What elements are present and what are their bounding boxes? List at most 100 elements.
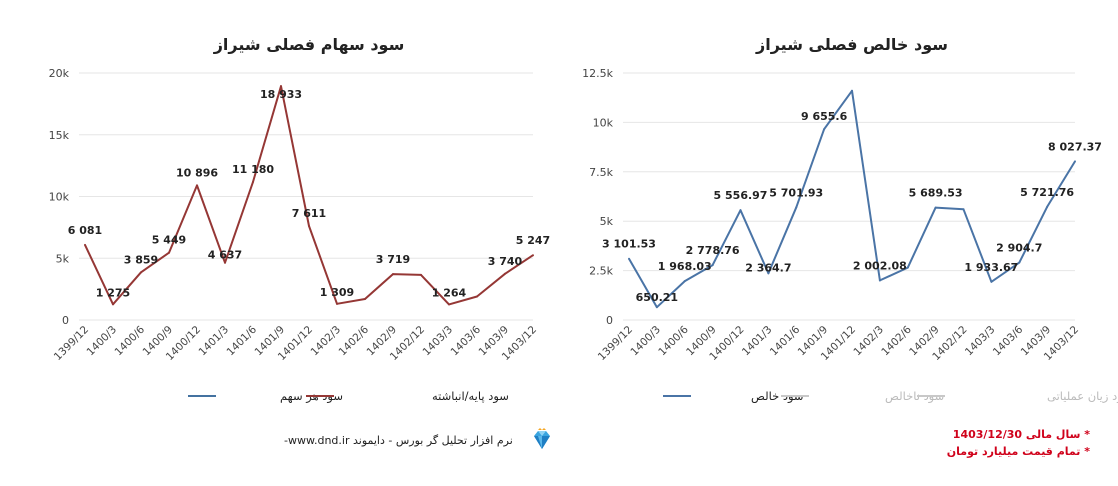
y-tick-label: 10k [49, 191, 70, 204]
brand-text: نرم افزار تحلیل گر بورس - دایموند [352, 434, 513, 447]
left-chart: سود سهام فصلی شیراز05k10k15k20k1399/1214… [49, 35, 551, 404]
x-tick-label: 1403/6 [449, 323, 484, 358]
data-point [532, 254, 534, 257]
data-label: 2 778.76 [686, 244, 740, 257]
data-point [823, 128, 826, 131]
data-point [252, 180, 254, 183]
brand-line: نرم افزار تحلیل گر بورس - دایموند www.dn… [284, 434, 513, 447]
x-tick-label: 1399/12 [596, 324, 635, 363]
data-label: 5 701.93 [769, 186, 823, 199]
data-point [308, 225, 310, 228]
right-chart: سود خالص فصلی شیراز 0 2.5k 5k 7.5k 10k 12.5k 13… [582, 35, 1118, 404]
data-label: 10 896 [176, 166, 218, 179]
footer: نرم افزار تحلیل گر بورس - دایموند www.dn… [0, 426, 1118, 486]
x-tick-label: 1402/6 [337, 323, 372, 358]
x-tick-label: 1401/3 [197, 324, 232, 359]
data-point [851, 89, 853, 92]
data-point [683, 280, 686, 283]
data-point [140, 271, 142, 274]
y-tick-label: 10k [593, 116, 614, 129]
data-label: 6 081 [68, 224, 102, 237]
data-label: 2 002.08 [853, 259, 907, 272]
data-point [655, 306, 658, 309]
notes: * سال مالی 1403/12/30 * تمام قیمت میلیار… [947, 426, 1090, 460]
y-tick-label: 15k [49, 129, 70, 142]
data-label: 4 637 [208, 249, 242, 262]
data-label: 5 247 [516, 234, 550, 247]
legend-label: سود زیان عملیاتی [1047, 389, 1118, 404]
x-tick-label: 1403/3 [963, 324, 998, 359]
data-point [224, 261, 226, 264]
note-unit: * تمام قیمت میلیارد تومان [946, 445, 1090, 458]
data-point [990, 280, 993, 283]
data-point [392, 273, 394, 276]
x-tick-label: 1400/3 [628, 324, 663, 359]
data-point [448, 303, 450, 306]
data-label: 5 449 [152, 234, 186, 247]
y-tick-label: 0 [606, 314, 613, 327]
data-point [739, 209, 742, 212]
data-label: 2 904.7 [996, 242, 1042, 255]
legend-label: سود ناخالص [885, 389, 944, 404]
data-label: 3 101.53 [602, 238, 656, 251]
data-label: 18 933 [260, 88, 302, 101]
data-point [934, 206, 937, 209]
series-line [628, 89, 1076, 309]
data-point [1018, 261, 1021, 264]
x-tick-label: 1403/3 [421, 324, 456, 359]
data-point [878, 279, 881, 282]
data-point [767, 272, 770, 275]
data-point [336, 302, 338, 305]
data-point [1074, 160, 1076, 163]
diamond-icon [534, 428, 550, 449]
data-point [196, 184, 198, 187]
data-point [711, 264, 714, 267]
data-label: 3 740 [488, 255, 523, 268]
x-tick-label: 1402/3 [309, 324, 344, 359]
data-label: 11 180 [232, 163, 274, 176]
brand-url[interactable]: www.dnd.ir- [284, 434, 350, 447]
data-label: 3 719 [376, 253, 410, 266]
data-point [84, 243, 86, 246]
series-line [84, 85, 534, 306]
data-label: 650.21 [636, 291, 678, 304]
data-label: 1 933.67 [964, 261, 1018, 274]
x-tick-label: 1400/6 [113, 323, 148, 358]
data-point [168, 251, 170, 254]
data-point [364, 298, 366, 301]
data-label: 5 689.53 [909, 187, 963, 200]
x-tick-label: 1400/3 [85, 324, 120, 359]
data-point [280, 85, 282, 88]
note-fiscal-year: * سال مالی 1403/12/30 [952, 428, 1090, 441]
data-point [795, 206, 798, 209]
x-tick-label: 1401/6 [768, 323, 803, 358]
data-label: 9 655.6 [801, 110, 848, 123]
x-tick-label: 1403/6 [991, 323, 1026, 358]
x-tick-label: 1402/6 [879, 323, 914, 358]
data-point [504, 272, 506, 275]
data-label: 1 968.03 [658, 260, 712, 273]
chart-title: سود خالص فصلی شیراز [755, 35, 948, 54]
x-tick-label: 1399/12 [52, 324, 91, 363]
data-point [112, 303, 114, 306]
data-point [420, 273, 422, 276]
x-tick-label: 1401/3 [740, 324, 775, 359]
y-tick-label: 7.5k [589, 166, 613, 179]
data-label: 5 721.76 [1020, 186, 1074, 199]
data-point [628, 257, 630, 260]
chart-title: سود سهام فصلی شیراز [213, 35, 405, 54]
y-tick-label: 12.5k [582, 67, 613, 80]
data-point [962, 208, 965, 211]
y-tick-label: 20k [49, 67, 70, 80]
data-label: 8 027.37 [1048, 140, 1102, 153]
y-tick-label: 0 [62, 314, 69, 327]
data-label: 2 364.7 [745, 261, 791, 274]
data-label: 5 556.97 [714, 189, 768, 202]
y-tick-label: 5k [56, 252, 70, 265]
data-point [476, 295, 478, 298]
data-label: 1 264 [432, 286, 467, 299]
data-label: 7 611 [292, 207, 326, 220]
data-point [906, 266, 909, 269]
data-label: 1 275 [96, 286, 130, 299]
x-tick-label: 1400/6 [656, 323, 691, 358]
